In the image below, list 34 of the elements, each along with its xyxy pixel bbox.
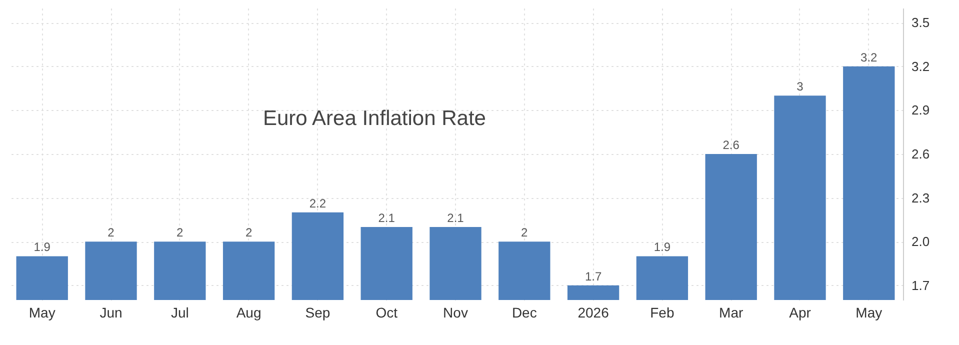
y-tick-label: 2.6 (912, 146, 930, 162)
y-tick-label: 2.9 (912, 102, 930, 118)
data-label: 3 (796, 80, 804, 94)
data-label: 2 (108, 226, 115, 240)
y-tick-label: 2.0 (912, 234, 930, 250)
data-label: 2 (176, 226, 184, 240)
x-tick-label: Sep (305, 304, 330, 320)
data-label: 1.9 (34, 240, 51, 254)
data-label: 2.6 (722, 138, 740, 152)
x-tick-label: 2026 (578, 304, 610, 320)
y-tick-label: 2.3 (912, 190, 930, 206)
y-tick-label: 3.5 (912, 15, 930, 30)
data-label: 2 (245, 226, 252, 240)
x-tick-label: Feb (650, 304, 674, 320)
x-tick-label: Apr (789, 304, 812, 320)
data-label: 1.7 (584, 269, 602, 284)
y-tick-label: 3.2 (912, 58, 930, 74)
x-tick-label: May (856, 304, 882, 320)
x-tick-label: Nov (443, 304, 468, 320)
y-tick-label: 1.7 (912, 278, 930, 293)
x-tick-label: Oct (376, 304, 398, 320)
data-label: 2.1 (378, 211, 396, 225)
x-tick-label: May (28, 304, 56, 320)
data-label: 2.2 (309, 196, 326, 210)
data-label: 2 (521, 226, 528, 240)
x-tick-label: Jul (170, 304, 189, 320)
data-label: 1.9 (654, 240, 671, 254)
x-tick-label: Jun (100, 304, 122, 320)
x-tick-label: Dec (512, 304, 537, 320)
x-tick-label: Mar (719, 304, 744, 320)
data-label: 2.1 (447, 211, 464, 225)
text: Euro Area Inflation Rate (263, 107, 486, 130)
data-label: 3.2 (860, 50, 878, 64)
x-tick-label: Aug (236, 304, 262, 320)
